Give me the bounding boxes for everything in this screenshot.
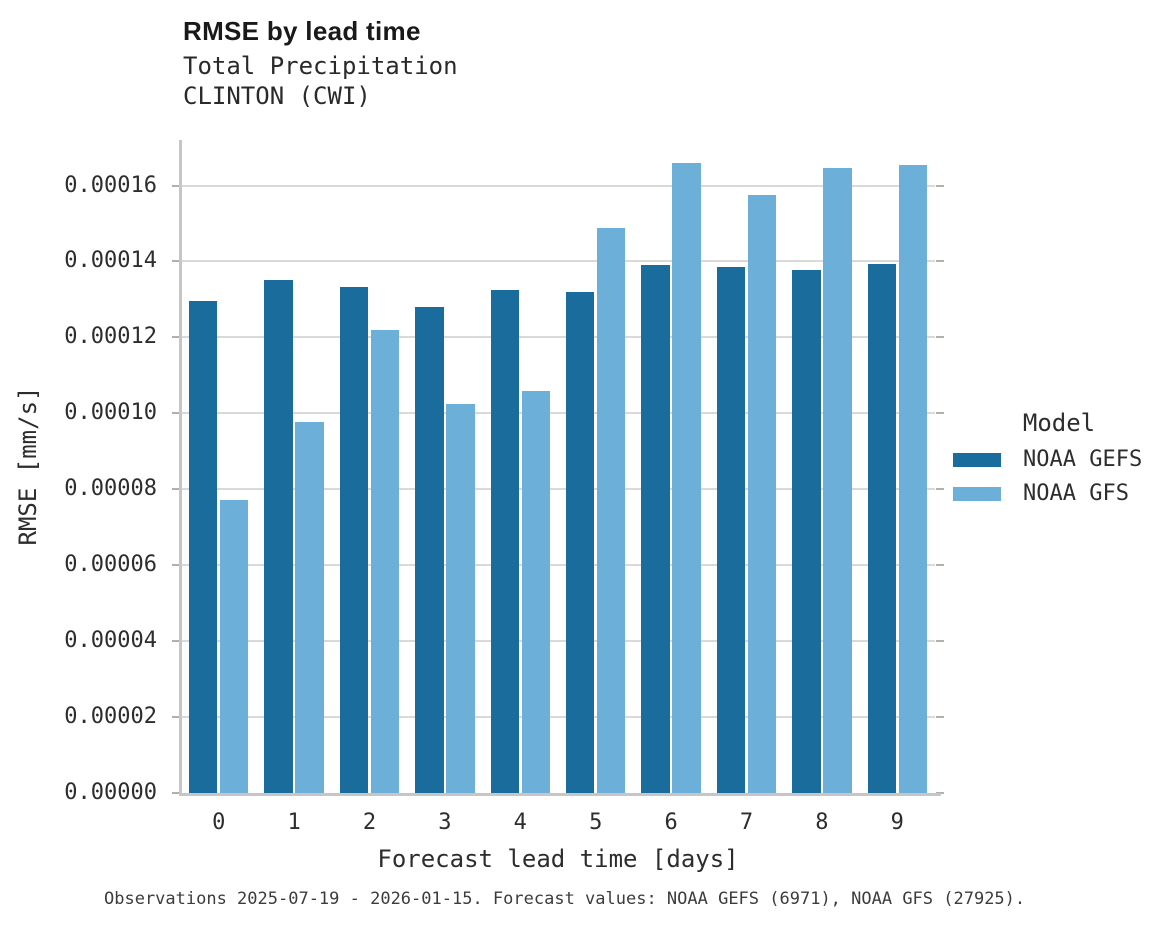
y-tick-right [936,184,944,187]
y-tick-right [936,640,944,643]
y-tick-right [936,260,944,263]
y-tick-label: 0.00012 [64,324,157,350]
x-tick-label: 4 [513,810,527,835]
y-tick-left [172,488,180,491]
bar-noaa-gfs-day-6 [672,162,701,793]
bar-noaa-gfs-day-7 [747,195,777,793]
chart-title: RMSE by lead time [183,16,421,46]
y-tick-left [172,412,180,415]
y-tick-label: 0.00000 [64,780,157,805]
footer-caption: Observations 2025-07-19 - 2026-01-15. Fo… [104,889,1026,909]
y-tick-label: 0.00004 [64,628,157,654]
bar-noaa-gfs-day-5 [596,228,626,793]
y-tick-right [936,412,944,415]
bar-noaa-gfs-day-2 [370,330,400,793]
legend: Model NOAA GEFS NOAA GFS [953,408,1165,506]
x-tick-label: 3 [438,810,452,835]
legend-title: Model [1022,409,1096,437]
bar-noaa-gefs-day-1 [264,279,293,793]
gridline-y [181,640,935,643]
x-tick-label: 8 [815,810,829,835]
x-axis-label: Forecast lead time [days] [377,845,739,873]
legend-item-gefs: NOAA GEFS [953,448,1165,472]
bar-noaa-gfs-day-1 [295,422,324,793]
legend-swatch-gefs [953,453,1001,467]
bar-noaa-gefs-day-2 [339,287,369,793]
y-tick-label: 0.00002 [64,704,157,730]
x-tick-label: 9 [890,810,904,835]
gridline-y [181,564,935,567]
y-tick-left [172,564,180,567]
y-tick-label: 0.00008 [64,476,157,502]
x-axis-spine [179,793,941,796]
x-tick-label: 0 [212,810,226,835]
bar-noaa-gefs-day-3 [415,307,444,793]
x-tick-label: 2 [362,810,377,835]
bar-noaa-gefs-day-8 [792,269,821,793]
x-tick-label: 1 [287,810,301,835]
y-tick-left [172,336,180,339]
bar-noaa-gefs-day-5 [565,291,595,793]
legend-label-gefs: NOAA GEFS [1023,447,1143,472]
bar-noaa-gefs-day-7 [716,267,746,793]
plot-area [172,140,944,794]
y-tick-label: 0.00014 [64,248,157,274]
y-tick-left [172,640,180,643]
bar-noaa-gfs-day-8 [823,168,852,793]
bar-noaa-gfs-day-3 [446,404,475,793]
y-tick-left [172,792,180,794]
legend-swatch-gfs [953,487,1001,501]
legend-label-gfs: NOAA GFS [1023,481,1129,506]
y-tick-right [936,488,944,491]
gridline-y [181,336,935,339]
x-tick-label: 7 [739,810,754,835]
y-tick-label: 0.00016 [64,172,157,198]
gridline-y [181,716,935,719]
x-tick-label: 5 [589,810,603,835]
bar-noaa-gefs-day-4 [490,290,520,793]
bar-noaa-gfs-day-0 [219,499,249,793]
y-tick-left [172,260,180,263]
y-axis-spine [179,140,182,796]
gridline-y [181,260,935,263]
gridline-y [181,412,935,415]
y-tick-right [936,716,944,719]
bar-noaa-gfs-day-9 [898,165,928,793]
chart-subtitle-station: CLINTON (CWI) [183,82,371,110]
y-tick-right [936,336,944,339]
bar-noaa-gfs-day-4 [521,390,551,793]
y-tick-left [172,716,180,719]
chart-subtitle-variable: Total Precipitation [183,52,458,80]
x-tick-label: 6 [664,810,678,835]
gridline-y [181,184,935,187]
y-tick-right [936,564,944,567]
legend-item-gfs: NOAA GFS [953,482,1165,506]
bar-noaa-gefs-day-0 [188,301,218,793]
y-tick-label: 0.00010 [64,400,157,426]
bar-noaa-gefs-day-9 [867,263,897,793]
y-tick-label: 0.00006 [64,552,157,578]
y-axis-label: RMSE [mm/s] [14,386,42,546]
gridline-y [181,488,935,491]
y-tick-left [172,184,180,187]
bar-noaa-gefs-day-6 [641,264,670,793]
